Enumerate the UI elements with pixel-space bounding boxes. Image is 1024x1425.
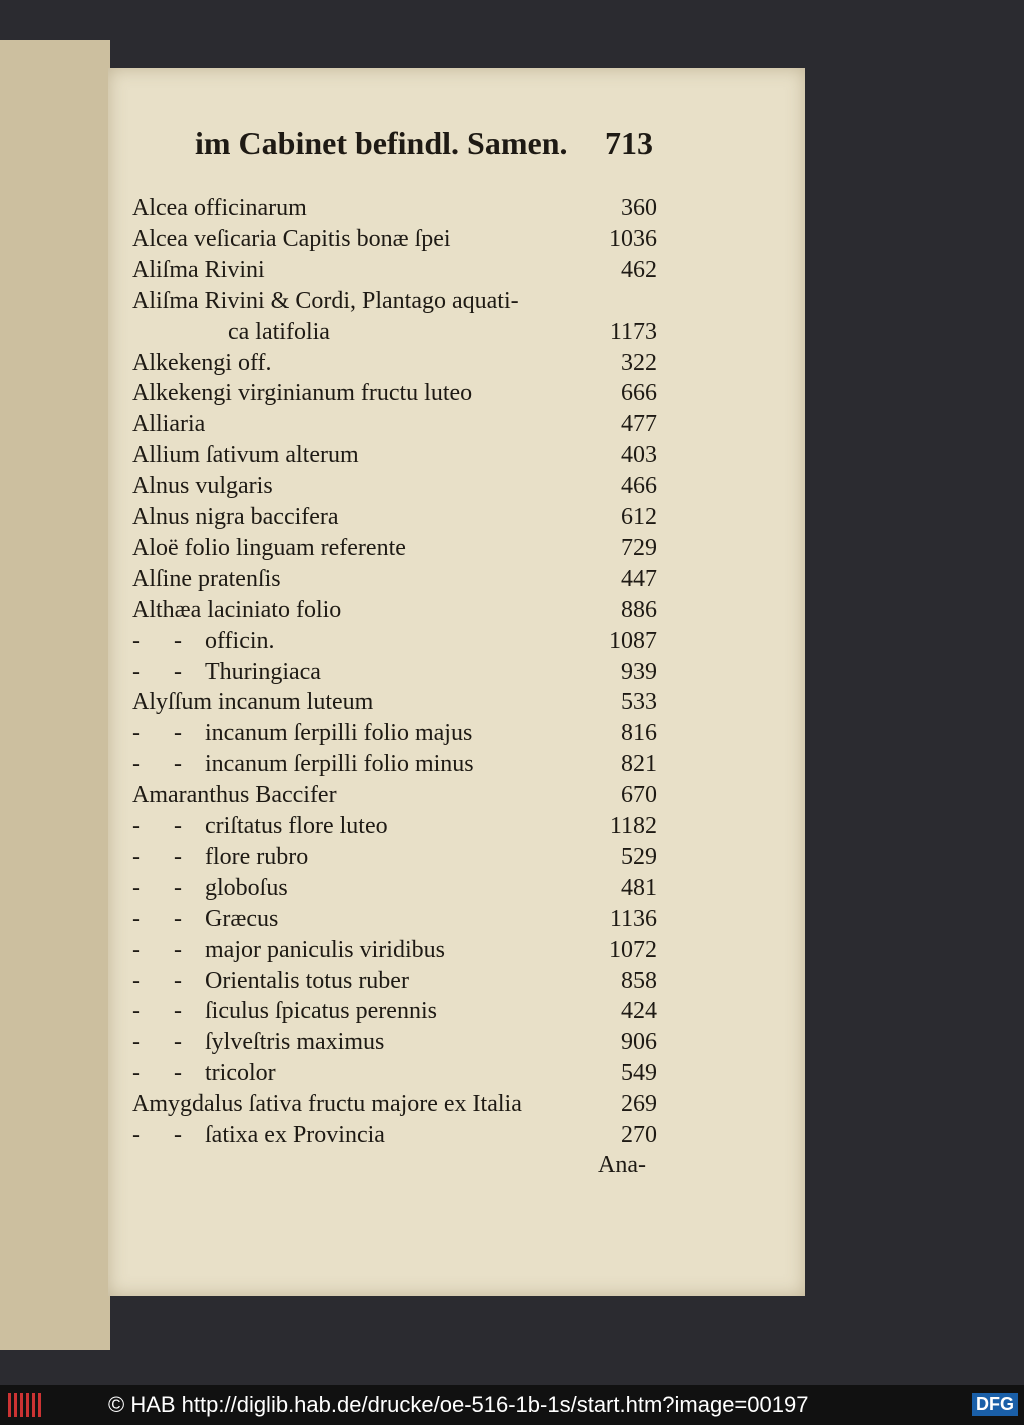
entry-number: 269 <box>621 1091 657 1118</box>
entry-number: 549 <box>621 1060 657 1087</box>
entry-name: Aliſma Rivini & Cordi, Plantago aquati- <box>132 287 519 314</box>
entry-number: 821 <box>621 751 657 778</box>
entry-name: major paniculis viridibus <box>205 936 445 963</box>
entry-name: officin. <box>205 627 275 654</box>
book-page <box>108 68 805 1296</box>
entry-name: Alkekengi virginianum fructu luteo <box>132 380 473 407</box>
entry-number: 1036 <box>609 225 657 252</box>
running-title: im Cabinet befindl. Samen. <box>195 125 568 161</box>
entry-number: 1173 <box>609 318 657 345</box>
entry-name: flore rubro <box>205 843 309 870</box>
entry-name: Orientalis totus ruber <box>205 967 409 994</box>
entry-number: 529 <box>621 843 657 870</box>
entry-name: Alyſſum incanum luteum <box>132 689 374 716</box>
entry-number: 816 <box>621 720 657 747</box>
ditto-mark: - - <box>132 1029 196 1056</box>
entry-number: 612 <box>621 504 657 530</box>
entry-number: 533 <box>621 689 657 716</box>
entry-number: 1072 <box>609 936 657 963</box>
ditto-mark: - - <box>132 627 196 654</box>
facing-page <box>0 40 110 1350</box>
entry-number: 858 <box>621 967 657 994</box>
entry-number: 1136 <box>609 905 657 932</box>
entry-number: 466 <box>621 473 657 500</box>
ditto-mark: - - <box>132 1122 196 1148</box>
entry-number: 322 <box>621 349 657 376</box>
entry-number: 729 <box>621 534 657 561</box>
hab-logo <box>8 1393 44 1417</box>
ditto-mark: - - <box>132 813 196 839</box>
entry-name: tricolor <box>205 1060 276 1087</box>
ditto-mark: - - <box>132 905 196 932</box>
ditto-mark: - - <box>132 658 196 685</box>
entry-number: 886 <box>621 596 657 623</box>
entry-number: 670 <box>621 782 657 809</box>
entry-name: Amygdalus ſativa fructu majore ex Italia <box>132 1091 522 1118</box>
ditto-mark: - - <box>132 874 196 901</box>
entry-name: ſatixa ex Provincia <box>205 1122 385 1148</box>
entry-name: globoſus <box>205 874 288 901</box>
entry-continuation: ca latifolia <box>228 318 330 345</box>
entry-name: Alcea veſicaria Capitis bonæ ſpei <box>132 225 451 252</box>
entry-number: 481 <box>621 874 657 901</box>
entry-name: Allium ſativum alterum <box>132 442 359 469</box>
entry-number: 906 <box>621 1029 657 1056</box>
entry-name: ſylveſtris maximus <box>205 1029 385 1056</box>
entry-number: 447 <box>621 565 657 592</box>
entry-name: Alnus nigra baccifera <box>132 504 339 530</box>
entry-name: ſiculus ſpicatus perennis <box>205 998 437 1025</box>
credit: © HAB http://diglib.hab.de/drucke/oe-516… <box>108 1392 809 1417</box>
ditto-mark: - - <box>132 720 196 747</box>
entry-name: incanum ſerpilli folio minus <box>205 751 474 778</box>
entry-name: criſtatus flore luteo <box>205 813 388 839</box>
entry-name: Græcus <box>205 905 279 932</box>
entry-name: Alnus vulgaris <box>132 473 273 500</box>
footer-bar: © HAB http://diglib.hab.de/drucke/oe-516… <box>0 1385 1024 1425</box>
entry-number: 270 <box>621 1122 657 1148</box>
ditto-mark: - - <box>132 998 196 1025</box>
ditto-mark: - - <box>132 967 196 994</box>
entry-number: 477 <box>621 411 657 438</box>
entry-name: Alliaria <box>132 411 206 438</box>
entry-number: 1087 <box>609 627 657 654</box>
catchword: Ana- <box>598 1152 646 1178</box>
entry-number: 360 <box>621 195 657 221</box>
entry-number: 462 <box>621 256 657 283</box>
entry-name: Alſine pratenſis <box>132 565 281 592</box>
entry-name: Alkekengi off. <box>132 349 272 376</box>
entry-name: incanum ſerpilli folio majus <box>205 720 473 747</box>
entry-number: 424 <box>621 998 657 1025</box>
ditto-mark: - - <box>132 1060 196 1087</box>
entry-name: Althæa laciniato folio <box>132 596 342 623</box>
entry-number: 939 <box>621 658 657 685</box>
entry-name: Aliſma Rivini <box>132 256 265 283</box>
entry-number: 403 <box>621 442 657 469</box>
page-number: 713 <box>605 125 653 161</box>
entry-number: 666 <box>621 380 657 407</box>
ditto-mark: - - <box>132 936 196 963</box>
dfg-logo: DFG <box>972 1393 1018 1416</box>
entry-name: Amaranthus Baccifer <box>132 782 337 809</box>
entry-name: Thuringiaca <box>205 658 321 685</box>
ditto-mark: - - <box>132 751 196 778</box>
entry-name: Aloë folio linguam referente <box>132 534 406 561</box>
entry-number: 1182 <box>609 813 657 839</box>
entry-name: Alcea officinarum <box>132 195 307 221</box>
ditto-mark: - - <box>132 843 196 870</box>
